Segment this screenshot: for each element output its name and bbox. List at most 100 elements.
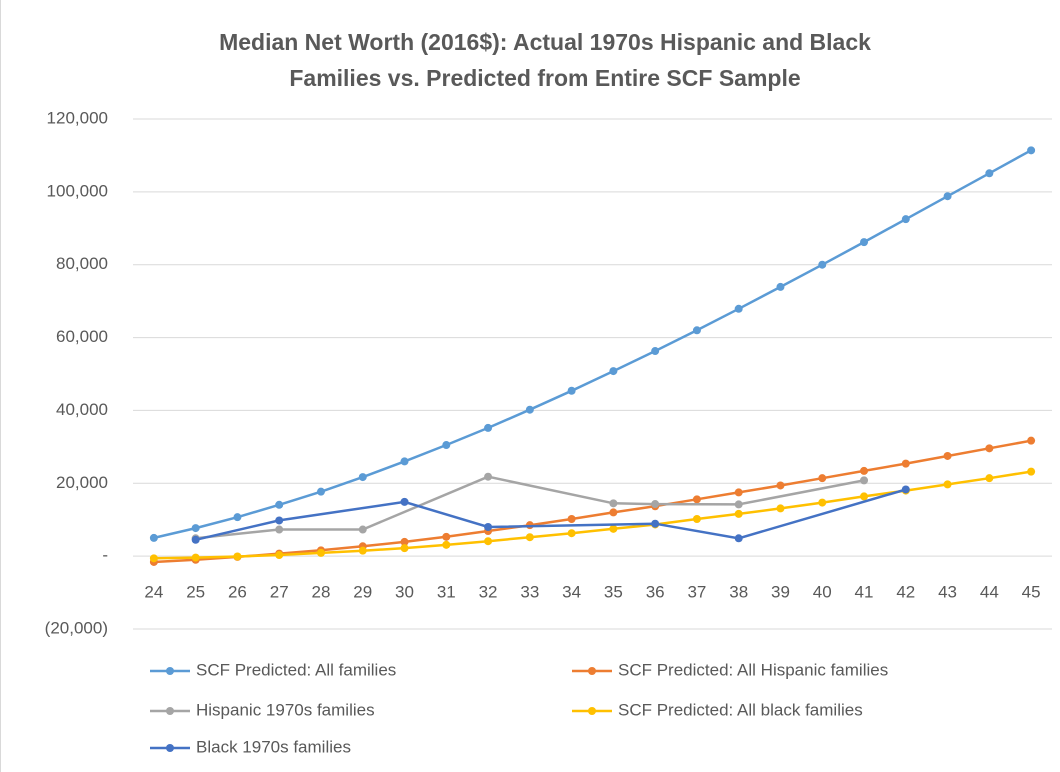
y-tick-label: (20,000) <box>45 618 108 637</box>
legend-label: Black 1970s families <box>196 737 351 756</box>
series-line <box>153 439 1032 564</box>
data-point <box>692 495 701 504</box>
data-point <box>985 474 994 483</box>
y-tick-label: 120,000 <box>47 108 108 127</box>
data-point <box>609 499 618 508</box>
x-tick-label: 24 <box>144 583 163 602</box>
series-line <box>153 470 1032 560</box>
data-point <box>734 534 743 543</box>
data-point <box>191 524 200 533</box>
data-point <box>860 476 869 485</box>
x-tick-label: 38 <box>729 583 748 602</box>
data-point <box>316 487 325 496</box>
data-point <box>651 519 660 528</box>
x-tick-label: 25 <box>186 583 205 602</box>
data-point <box>525 533 534 542</box>
data-point <box>400 537 409 546</box>
series-line <box>195 475 865 540</box>
data-point <box>901 485 910 494</box>
data-point <box>400 497 409 506</box>
data-point <box>860 492 869 501</box>
x-tick-label: 44 <box>980 583 999 602</box>
data-point <box>484 472 493 481</box>
x-tick-label: 36 <box>646 583 665 602</box>
data-point <box>442 532 451 541</box>
data-point <box>149 533 158 542</box>
y-tick-label: 60,000 <box>56 327 108 346</box>
x-tick-label: 26 <box>228 583 247 602</box>
data-point <box>818 260 827 269</box>
data-point <box>442 441 451 450</box>
data-point <box>943 480 952 489</box>
data-point <box>860 238 869 247</box>
data-point <box>985 444 994 453</box>
data-point <box>149 554 158 563</box>
data-point <box>818 474 827 483</box>
x-tick-label: 45 <box>1022 583 1041 602</box>
x-tick-label: 31 <box>437 583 456 602</box>
chart-title: Median Net Worth (2016$): Actual 1970s H… <box>219 29 871 55</box>
data-point <box>275 551 284 560</box>
x-tick-label: 40 <box>813 583 832 602</box>
data-point <box>901 459 910 468</box>
data-point <box>692 326 701 335</box>
legend-label: SCF Predicted: All black families <box>618 700 863 719</box>
data-point <box>567 529 576 538</box>
data-point <box>191 553 200 562</box>
data-point <box>191 535 200 544</box>
data-point <box>734 500 743 509</box>
data-point <box>275 500 284 509</box>
data-point <box>400 544 409 553</box>
data-point <box>233 513 242 522</box>
data-point <box>985 169 994 178</box>
x-tick-label: 28 <box>312 583 331 602</box>
x-tick-label: 39 <box>771 583 790 602</box>
x-tick-label: 35 <box>604 583 623 602</box>
data-point <box>734 509 743 518</box>
data-point <box>1027 146 1036 155</box>
data-point <box>609 508 618 517</box>
data-point <box>818 498 827 507</box>
data-point <box>734 304 743 313</box>
y-tick-label: 20,000 <box>56 473 108 492</box>
chart-title: Families vs. Predicted from Entire SCF S… <box>289 65 800 91</box>
legend-marker <box>588 707 596 715</box>
data-point <box>776 481 785 490</box>
series-line <box>153 149 1032 540</box>
data-point <box>525 405 534 414</box>
data-point <box>233 552 242 561</box>
data-point <box>860 466 869 475</box>
legend-marker <box>166 744 174 752</box>
data-point <box>943 192 952 201</box>
data-point <box>275 525 284 534</box>
y-tick-label: - <box>102 546 108 565</box>
x-tick-label: 34 <box>562 583 581 602</box>
data-point <box>901 215 910 224</box>
data-point <box>692 514 701 523</box>
x-tick-label: 42 <box>896 583 915 602</box>
y-tick-label: 80,000 <box>56 254 108 273</box>
data-point <box>1027 436 1036 445</box>
x-tick-label: 43 <box>938 583 957 602</box>
data-point <box>734 488 743 497</box>
x-tick-label: 37 <box>687 583 706 602</box>
data-point <box>651 500 660 509</box>
x-tick-label: 32 <box>479 583 498 602</box>
data-point <box>943 451 952 460</box>
data-point <box>275 516 284 525</box>
data-point <box>484 423 493 432</box>
legend-label: SCF Predicted: All families <box>196 660 396 679</box>
x-tick-label: 33 <box>520 583 539 602</box>
data-point <box>316 548 325 557</box>
legend-marker <box>588 667 596 675</box>
legend-label: Hispanic 1970s families <box>196 700 375 719</box>
y-tick-label: 100,000 <box>47 181 108 200</box>
data-point <box>651 347 660 356</box>
x-tick-label: 27 <box>270 583 289 602</box>
data-point <box>609 367 618 376</box>
x-tick-label: 30 <box>395 583 414 602</box>
data-point <box>776 504 785 513</box>
data-point <box>484 523 493 531</box>
data-point <box>1027 467 1036 476</box>
